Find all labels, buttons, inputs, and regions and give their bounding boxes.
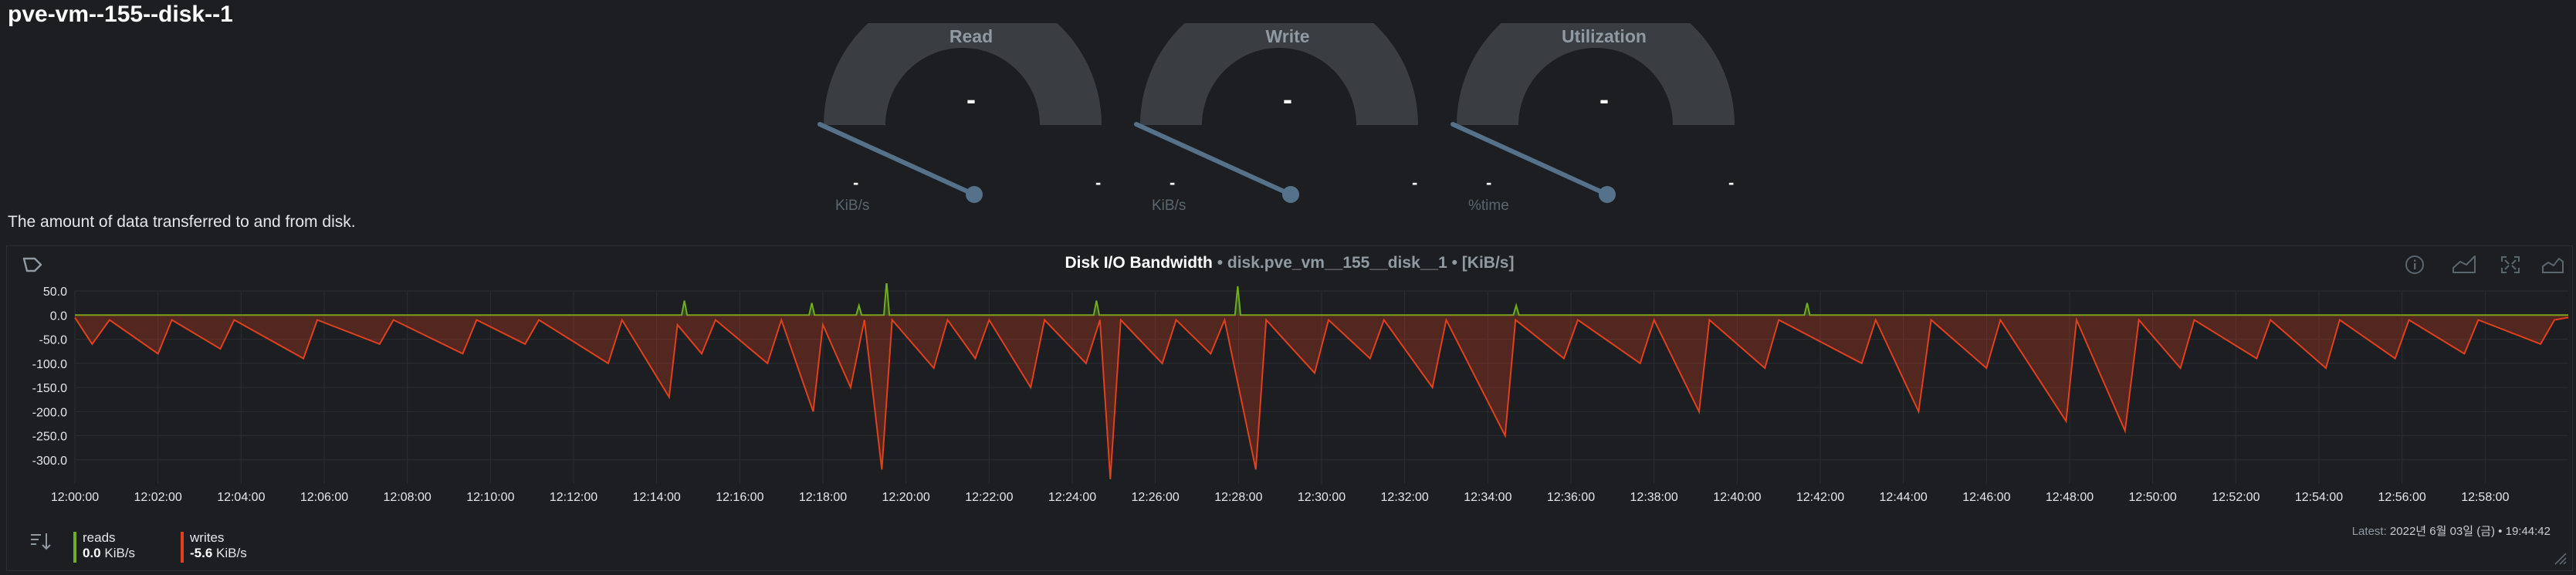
x-tick-label: 12:18:00 — [799, 491, 847, 504]
y-tick-label: -300.0 — [32, 455, 67, 468]
legend-value: 0.0 KiB/s — [83, 546, 135, 561]
x-tick-label: 12:56:00 — [2378, 491, 2426, 504]
resize-handle-icon[interactable] — [2552, 550, 2568, 566]
x-tick-label: 12:48:00 — [2046, 491, 2094, 504]
x-tick-label: 12:46:00 — [1962, 491, 2010, 504]
gauge-min: - — [1486, 173, 1492, 192]
series-line-reads — [75, 283, 2568, 316]
x-tick-label: 12:20:00 — [882, 491, 930, 504]
x-tick-label: 12:02:00 — [134, 491, 182, 504]
x-tick-label: 12:12:00 — [550, 491, 597, 504]
x-tick-label: 12:22:00 — [965, 491, 1013, 504]
gauge-write-dial — [1134, 23, 1418, 203]
latest-value: 2022년 6월 03일 (금) • 19:44:42 — [2389, 525, 2551, 538]
chart-description: The amount of data transferred to and fr… — [8, 213, 356, 231]
chart-title: Disk I/O Bandwidth • disk.pve_vm__155__d… — [7, 254, 2572, 272]
legend-color-writes — [181, 532, 184, 563]
legend-name: writes — [190, 530, 225, 545]
gauge-max: - — [1728, 173, 1735, 192]
gauge-utilization-dial — [1450, 23, 1735, 203]
sort-icon[interactable] — [29, 530, 53, 552]
x-tick-label: 12:42:00 — [1796, 491, 1844, 504]
chart-header: Disk I/O Bandwidth • disk.pve_vm__155__d… — [7, 246, 2572, 283]
chart-area-icon[interactable] — [2540, 254, 2565, 276]
x-tick-label: 12:36:00 — [1547, 491, 1595, 504]
dashboard-icon[interactable] — [21, 254, 46, 276]
gauge-unit: KiB/s — [835, 198, 870, 214]
x-tick-label: 12:50:00 — [2129, 491, 2177, 504]
series-area-writes — [75, 315, 2568, 479]
gauge-title: Read — [949, 26, 994, 46]
gauge-utilization: Utilization - - - %time — [1442, 23, 1766, 216]
chart-panel: Disk I/O Bandwidth • disk.pve_vm__155__d… — [6, 245, 2573, 571]
legend-value-number: 0.0 — [83, 546, 101, 560]
x-tick-label: 12:06:00 — [300, 491, 348, 504]
gauge-title: Write — [1265, 26, 1310, 46]
gauge-value: - — [1283, 83, 1292, 115]
x-tick-label: 12:54:00 — [2295, 491, 2343, 504]
x-tick-label: 12:44:00 — [1880, 491, 1928, 504]
legend-color-reads — [73, 532, 76, 563]
legend-value-number: -5.6 — [190, 546, 213, 560]
x-tick-label: 12:14:00 — [633, 491, 681, 504]
chart-type-icon[interactable] — [2451, 254, 2476, 276]
legend-value-unit: KiB/s — [104, 546, 136, 560]
gauge-read-dial — [817, 23, 1102, 203]
y-tick-label: -200.0 — [32, 406, 67, 419]
chart-plot[interactable]: 50.0 0.0 -50.0 -100.0 -150.0 -200.0 -250.0 -300… — [7, 283, 2572, 507]
x-tick-label: 12:10:00 — [466, 491, 514, 504]
gauge-read: Read - - - KiB/s — [809, 23, 1133, 216]
x-tick-label: 12:34:00 — [1464, 491, 1511, 504]
x-tick-label: 12:58:00 — [2461, 491, 2509, 504]
x-tick-label: 12:26:00 — [1132, 491, 1180, 504]
gauge-min: - — [853, 173, 859, 192]
x-tick-label: 12:00:00 — [51, 491, 99, 504]
chart-title-main: Disk I/O Bandwidth — [1065, 254, 1213, 272]
gauge-unit: KiB/s — [1152, 198, 1186, 214]
latest-label: Latest: — [2351, 525, 2387, 538]
legend-value-unit: KiB/s — [216, 546, 247, 560]
gauge-value: - — [966, 83, 976, 115]
series-line-writes — [74, 316, 2569, 479]
x-tick-label: 12:52:00 — [2212, 491, 2260, 504]
gauge-min: - — [1170, 173, 1176, 192]
chart-title-context: • disk.pve_vm__155__disk__1 • [KiB/s] — [1212, 254, 1515, 272]
fullscreen-icon[interactable] — [2499, 254, 2524, 276]
legend-item-reads[interactable]: reads 0.0 KiB/s — [73, 530, 135, 563]
x-tick-label: 12:08:00 — [384, 491, 432, 504]
legend-item-writes[interactable]: writes -5.6 KiB/s — [181, 530, 247, 563]
gauge-unit: %time — [1468, 198, 1509, 214]
y-tick-label: 50.0 — [43, 286, 67, 299]
x-tick-label: 12:30:00 — [1298, 491, 1346, 504]
gauge-title: Utilization — [1562, 26, 1647, 46]
gauge-write: Write - - - KiB/s — [1126, 23, 1450, 216]
info-icon[interactable] — [2403, 254, 2428, 276]
y-tick-label: -50.0 — [39, 334, 68, 347]
x-tick-label: 12:38:00 — [1630, 491, 1678, 504]
gauge-value: - — [1599, 83, 1609, 115]
gauge-max: - — [1412, 173, 1418, 192]
y-tick-label: -100.0 — [32, 358, 67, 371]
y-tick-label: -250.0 — [32, 431, 67, 444]
x-tick-label: 12:04:00 — [217, 491, 265, 504]
x-tick-label: 12:28:00 — [1214, 491, 1262, 504]
legend-value: -5.6 KiB/s — [190, 546, 247, 561]
x-tick-label: 12:32:00 — [1381, 491, 1429, 504]
latest-timestamp: Latest: 2022년 6월 03일 (금) • 19:44:42 — [2352, 523, 2551, 539]
legend-name: reads — [83, 530, 116, 545]
x-tick-label: 12:24:00 — [1048, 491, 1096, 504]
chart-legend: reads 0.0 KiB/s writes -5.6 KiB/s Latest… — [7, 515, 2572, 569]
gauge-max: - — [1095, 173, 1102, 192]
x-tick-label: 12:16:00 — [716, 491, 763, 504]
y-tick-label: 0.0 — [50, 309, 67, 323]
x-tick-label: 12:40:00 — [1713, 491, 1761, 504]
page-title: pve-vm--155--disk--1 — [8, 2, 233, 27]
y-tick-label: -150.0 — [32, 382, 67, 395]
